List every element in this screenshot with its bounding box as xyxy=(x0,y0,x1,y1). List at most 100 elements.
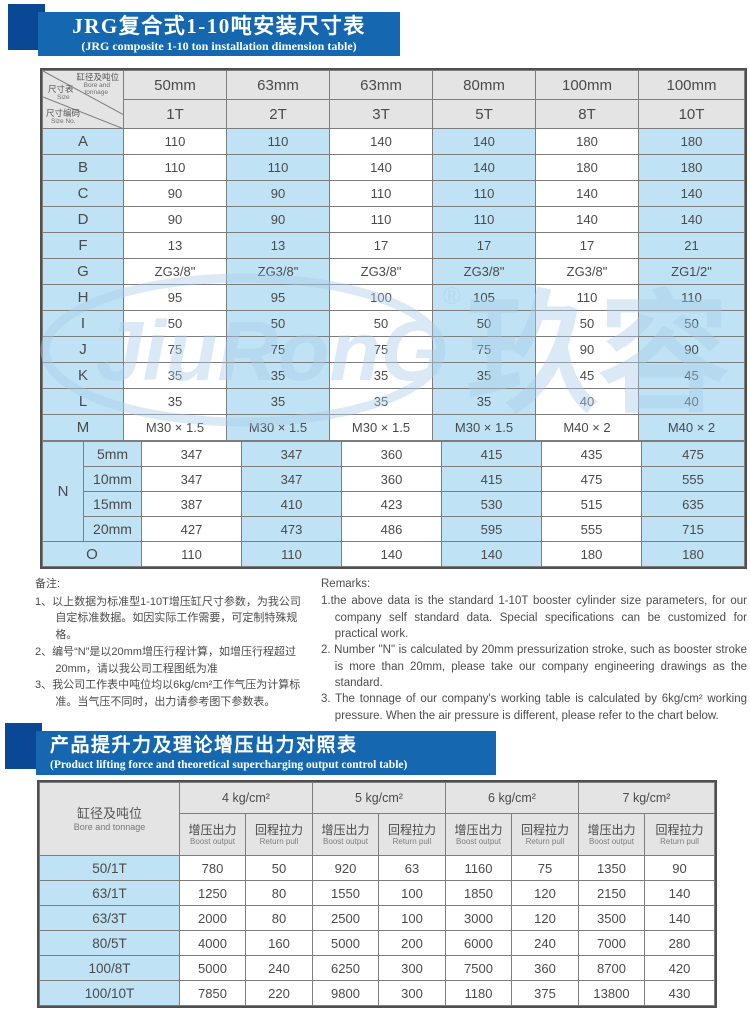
boost-output-header-en: Boost output xyxy=(589,836,634,846)
bore-header-cell: 80mm xyxy=(432,70,536,100)
dimension-cell: 35 xyxy=(123,362,227,389)
output-value-cell: 220 xyxy=(245,980,313,1006)
stroke-label: 20mm xyxy=(83,516,142,542)
dimension-cell: 475 xyxy=(641,441,745,467)
output-value-cell: 80 xyxy=(245,905,313,931)
output-row-63/3T: 63/3T 2000 80 2500 100 3000 120 3500 140 xyxy=(39,905,715,931)
banner2-subtitle: (Product lifting force and theoretical s… xyxy=(50,759,408,771)
dimension-cell: M30 × 1.5 xyxy=(432,414,536,441)
dimension-cell: 75 xyxy=(329,336,433,363)
corner-bore-en1: Bore and xyxy=(83,82,110,89)
stroke-row-10mm: 10mm 347 347 360 415 475 555 xyxy=(43,466,745,492)
dimension-cell: 45 xyxy=(535,362,639,389)
dimension-cell: 530 xyxy=(441,491,542,517)
tonnage-header-cell: 8T xyxy=(535,99,639,129)
output-value-cell: 80 xyxy=(245,880,313,906)
remarks-cn-heading: 备注: xyxy=(35,578,61,590)
boost-output-header: 增压出力 Boost output xyxy=(578,813,645,856)
stroke-row-5mm: N 5mm 347 347 360 415 435 475 xyxy=(42,441,745,542)
bore-header-cell: 50mm xyxy=(123,70,227,100)
pressure-header-cell: 6 kg/cm² xyxy=(445,782,579,814)
dimension-cell: M30 × 1.5 xyxy=(329,414,433,441)
n-group-label: N xyxy=(42,441,84,542)
row-label: O xyxy=(42,541,142,567)
output-value-cell: 100 xyxy=(378,880,446,906)
dimension-row-B: B 110 110 140 140 180 180 xyxy=(42,154,745,181)
output-value-cell: 3000 xyxy=(445,905,512,931)
output-value-cell: 1550 xyxy=(312,880,379,906)
dimension-row-L: L 35 35 35 35 40 40 xyxy=(42,388,745,415)
banner1: JRG复合式1-10吨安装尺寸表 (JRG composite 1-10 ton… xyxy=(38,12,400,56)
return-pull-header-cn: 回程拉力 xyxy=(520,822,569,837)
row-label: D xyxy=(42,206,124,233)
output-value-cell: 3500 xyxy=(578,905,645,931)
boost-output-header-en: Boost output xyxy=(456,836,501,846)
output-value-cell: 1850 xyxy=(445,880,512,906)
dimension-cell: 50 xyxy=(123,310,227,337)
boost-output-header-cn: 增压出力 xyxy=(587,822,636,837)
dimension-cell: 423 xyxy=(341,491,442,517)
output-value-cell: 1160 xyxy=(445,855,512,881)
dimension-table: 缸径及吨位 Bore and tonnage 尺寸表 Size 尺寸编码 Siz… xyxy=(40,68,747,569)
dimension-cell: 140 xyxy=(441,541,542,567)
dimension-cell: 415 xyxy=(441,466,542,492)
bore-header-cell: 100mm xyxy=(535,70,639,100)
banner2: 产品提升力及理论增压出力对照表 (Product lifting force a… xyxy=(36,731,496,775)
dimension-cell: 180 xyxy=(641,541,745,567)
dimension-cell: 387 xyxy=(141,491,242,517)
output-table-el: 缸径及吨位 Bore and tonnage 4 kg/cm² 5 kg/cm² 6… xyxy=(39,782,715,1006)
dimension-cell: 45 xyxy=(638,362,745,389)
dimension-cell: 110 xyxy=(226,154,330,181)
dimension-cell: 40 xyxy=(535,388,639,415)
dimension-cell: 110 xyxy=(123,154,227,181)
output-value-cell: 63 xyxy=(378,855,446,881)
output-value-cell: 7850 xyxy=(179,980,246,1006)
remarks-cn-list: 1、以上数据为标准型1-10T增压缸尺寸参数，为我公司自定标准数据。如因实际工作… xyxy=(35,594,305,711)
row-label: A xyxy=(42,128,124,155)
boost-output-header: 增压出力 Boost output xyxy=(445,813,512,856)
dimension-cell: 140 xyxy=(535,206,639,233)
dimension-cell: ZG1/2" xyxy=(638,258,745,285)
output-value-cell: 6250 xyxy=(312,955,379,981)
output-value-cell: 2500 xyxy=(312,905,379,931)
output-row-63/1T: 63/1T 1250 80 1550 100 1850 120 2150 140 xyxy=(39,880,715,906)
dimension-cell: 13 xyxy=(226,232,330,259)
tonnage-header-cell: 3T xyxy=(329,99,433,129)
dimension-cell: 475 xyxy=(541,466,642,492)
dimension-table-body: A 110 110 140 140 180 180 B 110 110 140 140 180 180 C 9… xyxy=(42,128,745,441)
corner-size-en: Size xyxy=(57,94,70,101)
bore-tonnage-label: 63/3T xyxy=(39,905,180,931)
dimension-cell: 17 xyxy=(432,232,536,259)
dimension-cell: 110 xyxy=(226,128,330,155)
diagonal-lines xyxy=(43,71,123,128)
tonnage-header-cell: 10T xyxy=(638,99,745,129)
tonnage-header-cell: 5T xyxy=(432,99,536,129)
corner-bore-en2: tonnage xyxy=(84,89,109,96)
dimension-cell: 110 xyxy=(638,284,745,311)
dimension-cell: M40 × 2 xyxy=(638,414,745,441)
row-label: H xyxy=(42,284,124,311)
remarks-english: Remarks: 1.the above data is the standar… xyxy=(321,576,747,724)
dimension-cell: 110 xyxy=(535,284,639,311)
dimension-cell: 90 xyxy=(638,336,745,363)
remark-item: 2. Number "N" is calculated by 20mm pres… xyxy=(321,644,747,689)
dimension-row-O: O 110 110 140 140 180 180 xyxy=(42,541,745,567)
output-value-cell: 7000 xyxy=(578,930,645,956)
dimension-cell: 415 xyxy=(441,441,542,467)
return-pull-header: 回程拉力 Return pull xyxy=(245,813,313,856)
dimension-cell: 110 xyxy=(329,206,433,233)
dimension-cell: 17 xyxy=(329,232,433,259)
stroke-label: 15mm xyxy=(83,491,142,517)
return-pull-header-en: Return pull xyxy=(259,836,299,846)
dimension-row-D: D 90 90 110 110 140 140 xyxy=(42,206,745,233)
output-value-cell: 75 xyxy=(511,855,579,881)
boost-output-header: 增压出力 Boost output xyxy=(312,813,379,856)
dimension-table-upper: 缸径及吨位 Bore and tonnage 尺寸表 Size 尺寸编码 Siz… xyxy=(42,70,745,441)
dimension-cell: ZG3/8" xyxy=(329,258,433,285)
output-value-cell: 200 xyxy=(378,930,446,956)
row-label: K xyxy=(42,362,124,389)
output-value-cell: 430 xyxy=(644,980,715,1006)
banner1-title: JRG复合式1-10吨安装尺寸表 xyxy=(72,14,366,38)
output-value-cell: 780 xyxy=(179,855,246,881)
remark-item: 2、编号“N”是以20mm增压行程计算，如增压行程超过20mm，请以我公司工程图… xyxy=(35,645,296,675)
